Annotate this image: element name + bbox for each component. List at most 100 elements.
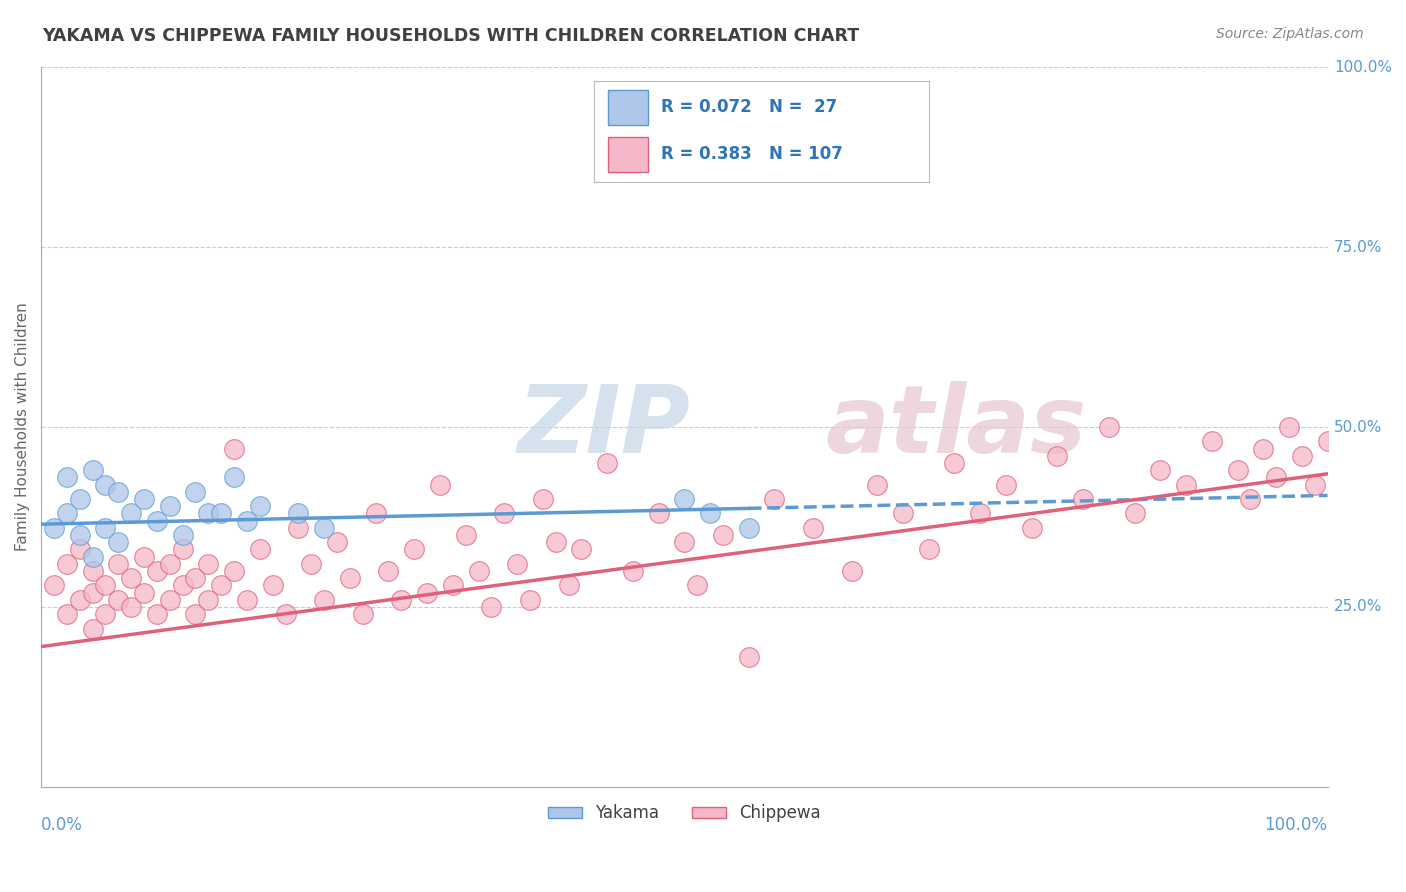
Point [377, 564, 399, 578]
Point [107, 592, 129, 607]
Point [107, 535, 129, 549]
Point [287, 507, 309, 521]
Point [1291, 449, 1313, 463]
Point [1381, 420, 1403, 434]
Point [82, 622, 104, 636]
Y-axis label: Family Households with Children: Family Households with Children [15, 302, 30, 551]
Point [866, 477, 889, 491]
Point [236, 592, 259, 607]
Point [287, 521, 309, 535]
Point [56, 470, 79, 484]
Point [146, 514, 169, 528]
Point [82, 549, 104, 564]
Point [56, 507, 79, 521]
Point [441, 578, 464, 592]
Point [1316, 434, 1339, 449]
Point [969, 507, 991, 521]
Point [571, 542, 593, 557]
Point [42, 521, 65, 535]
Point [364, 507, 387, 521]
Point [621, 564, 644, 578]
Point [69, 528, 91, 542]
Point [1265, 470, 1288, 484]
Point [159, 557, 181, 571]
Point [56, 607, 79, 622]
Point [146, 564, 169, 578]
Point [172, 578, 194, 592]
Point [69, 542, 91, 557]
Point [42, 578, 65, 592]
Point [1251, 442, 1274, 456]
Point [994, 477, 1017, 491]
Point [1098, 420, 1121, 434]
Point [339, 571, 361, 585]
Point [479, 599, 502, 614]
Point [56, 557, 79, 571]
Point [120, 599, 142, 614]
Point [222, 470, 245, 484]
Point [943, 456, 966, 470]
Text: 75.0%: 75.0% [1334, 240, 1382, 254]
Point [1123, 507, 1146, 521]
Point [326, 535, 349, 549]
Point [404, 542, 426, 557]
Point [314, 592, 336, 607]
Point [82, 585, 104, 599]
Text: 100.0%: 100.0% [1334, 60, 1392, 75]
Point [1201, 434, 1223, 449]
Point [1303, 477, 1326, 491]
Point [184, 484, 207, 499]
Text: 100.0%: 100.0% [1264, 815, 1327, 834]
Point [209, 578, 232, 592]
Point [1343, 420, 1365, 434]
Point [94, 607, 117, 622]
Point [314, 521, 336, 535]
Point [172, 528, 194, 542]
Point [1368, 470, 1391, 484]
Point [197, 592, 219, 607]
Point [1329, 463, 1351, 477]
Point [699, 507, 721, 521]
Point [274, 607, 297, 622]
Point [222, 442, 245, 456]
Point [222, 564, 245, 578]
Point [544, 535, 567, 549]
Point [120, 571, 142, 585]
Point [1278, 420, 1301, 434]
Point [132, 585, 155, 599]
Point [107, 484, 129, 499]
Point [249, 542, 271, 557]
Text: atlas: atlas [825, 381, 1087, 473]
Point [1021, 521, 1043, 535]
Point [891, 507, 914, 521]
Point [686, 578, 709, 592]
Point [647, 507, 669, 521]
Point [596, 456, 619, 470]
Point [82, 463, 104, 477]
Point [673, 491, 696, 506]
Legend: Yakama, Chippewa: Yakama, Chippewa [541, 797, 827, 829]
Point [197, 557, 219, 571]
Point [454, 528, 477, 542]
Point [249, 499, 271, 513]
Point [184, 607, 207, 622]
Point [429, 477, 451, 491]
Point [69, 491, 91, 506]
Point [262, 578, 284, 592]
Point [352, 607, 374, 622]
Point [1175, 477, 1198, 491]
Point [506, 557, 529, 571]
Point [120, 507, 142, 521]
Text: YAKAMA VS CHIPPEWA FAMILY HOUSEHOLDS WITH CHILDREN CORRELATION CHART: YAKAMA VS CHIPPEWA FAMILY HOUSEHOLDS WIT… [42, 27, 859, 45]
Point [763, 491, 786, 506]
Point [737, 650, 759, 665]
Point [389, 592, 412, 607]
Point [132, 549, 155, 564]
Point [107, 557, 129, 571]
Point [1149, 463, 1171, 477]
Text: 25.0%: 25.0% [1334, 599, 1382, 615]
Point [801, 521, 824, 535]
Point [673, 535, 696, 549]
Point [1071, 491, 1094, 506]
Point [159, 592, 181, 607]
